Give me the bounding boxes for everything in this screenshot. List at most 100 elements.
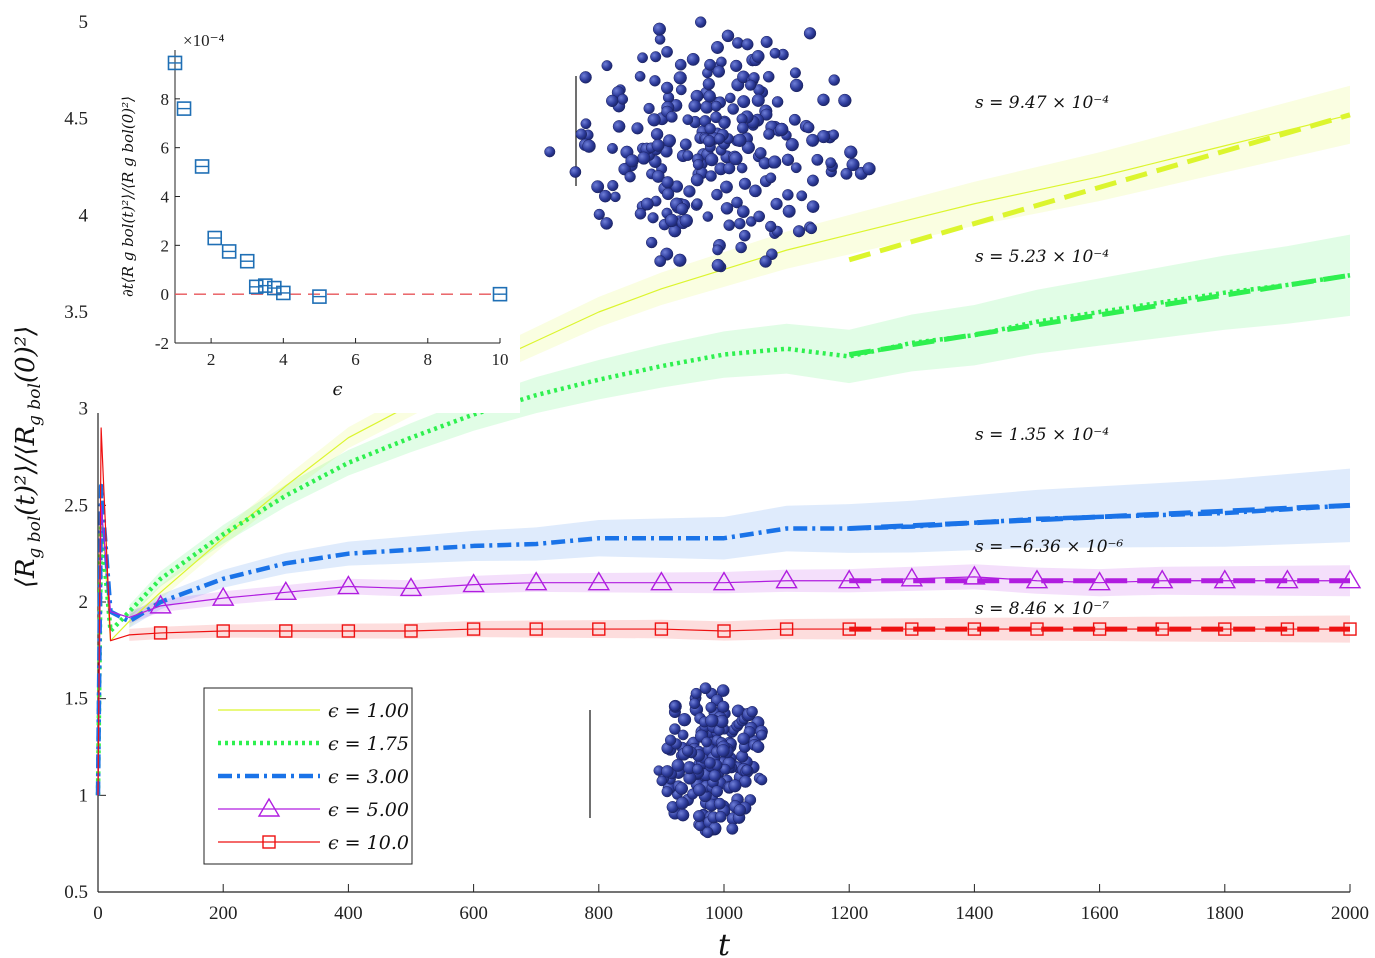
triangle-marker <box>524 571 548 591</box>
x-tick-label: 1600 <box>1081 903 1119 924</box>
bead <box>702 77 715 91</box>
y-axis-title-part: (0)²⟩ <box>11 326 41 383</box>
bead <box>785 137 799 152</box>
triangle-marker <box>963 565 986 585</box>
bead <box>674 58 687 71</box>
bead <box>738 229 751 242</box>
bead <box>712 65 726 78</box>
bead <box>699 682 712 695</box>
y-axis-title-part: (t)²⟩/⟨R <box>11 426 41 516</box>
bead <box>713 797 726 810</box>
x-tick-label: 2000 <box>1331 903 1369 924</box>
inset-exponent-label: ×10⁻⁴ <box>183 31 225 50</box>
bead <box>704 757 716 769</box>
y-axis-title: ⟨Rg bol(t)²⟩/⟨Rg bol(0)²⟩ <box>11 326 45 589</box>
bead <box>682 745 694 757</box>
square-marker <box>279 624 293 638</box>
bead <box>717 700 730 713</box>
square-marker <box>592 622 606 636</box>
inset-y-tick-label: 6 <box>161 139 170 158</box>
legend-marker <box>262 835 276 849</box>
bead <box>790 162 802 174</box>
bead <box>745 216 757 227</box>
bead <box>694 16 707 28</box>
bead <box>631 122 644 135</box>
bead <box>660 81 674 94</box>
bead <box>665 213 679 228</box>
bead <box>580 118 592 130</box>
inset-x-tick-label: 6 <box>351 350 360 369</box>
bead <box>782 204 796 218</box>
bead <box>634 207 647 220</box>
legend-marker <box>257 797 281 817</box>
bead <box>753 210 766 223</box>
bead <box>582 139 596 153</box>
main-axes: 0 200 400 600 800 1000 1200 1400 1600 1800 2000 0.5… <box>64 12 1369 924</box>
bead <box>789 67 801 79</box>
bead <box>727 103 739 115</box>
bead <box>760 35 773 49</box>
triangle-marker <box>587 571 611 591</box>
bead <box>575 128 588 140</box>
bead <box>682 114 694 126</box>
bead <box>711 188 723 201</box>
bead <box>675 782 689 795</box>
bead <box>806 200 820 213</box>
triangle-marker <box>274 580 298 601</box>
bead <box>765 172 777 184</box>
bead <box>746 706 758 718</box>
square-marker <box>717 624 731 638</box>
y-tick-label: 4.5 <box>64 109 88 130</box>
bead <box>607 142 618 154</box>
bead <box>600 217 613 230</box>
square-marker <box>216 624 230 638</box>
slope-label: s = 5.23 × 10⁻⁴ <box>975 247 1109 267</box>
bead <box>741 764 753 776</box>
fit-line <box>848 272 1351 358</box>
bead <box>682 150 694 161</box>
inset-x-label: ϵ <box>332 379 342 400</box>
bead <box>692 763 703 775</box>
bead <box>610 191 621 203</box>
triangle-marker <box>712 571 736 591</box>
square-marker <box>404 624 418 638</box>
bead <box>716 744 730 758</box>
bead <box>647 113 661 127</box>
bead <box>688 99 702 113</box>
bead <box>601 60 613 72</box>
fit-lines <box>848 112 1351 632</box>
bead <box>654 34 666 45</box>
bead <box>811 153 824 166</box>
bead <box>637 151 651 165</box>
bead <box>754 147 767 159</box>
triangle-marker <box>462 573 485 593</box>
bead <box>759 255 772 268</box>
y-tick-label: 3 <box>79 399 89 420</box>
bead <box>769 47 781 59</box>
bead <box>723 162 736 175</box>
bead <box>770 197 783 211</box>
slope-labels: s = 9.47 × 10⁻⁴ s = 5.23 × 10⁻⁴ s = 1.35 ×… <box>975 93 1124 619</box>
bead <box>689 698 701 710</box>
bead <box>579 71 592 84</box>
bead <box>544 146 556 158</box>
bead <box>643 102 655 115</box>
bead <box>729 151 743 166</box>
bead <box>692 159 704 170</box>
bead <box>661 786 673 798</box>
y-tick-label: 1 <box>79 785 89 806</box>
bead <box>737 122 749 134</box>
bead <box>606 94 619 108</box>
square-marker <box>779 622 794 636</box>
bead <box>716 56 727 68</box>
bead <box>737 95 751 109</box>
triangle-marker <box>211 586 235 606</box>
bead <box>705 170 717 182</box>
inset-x-tick-label: 8 <box>424 350 433 369</box>
bead <box>806 133 820 147</box>
legend-label: ϵ = 1.75 <box>328 733 409 755</box>
bead <box>677 729 689 741</box>
bead <box>756 774 768 786</box>
bead <box>569 166 582 178</box>
bead <box>736 205 750 219</box>
